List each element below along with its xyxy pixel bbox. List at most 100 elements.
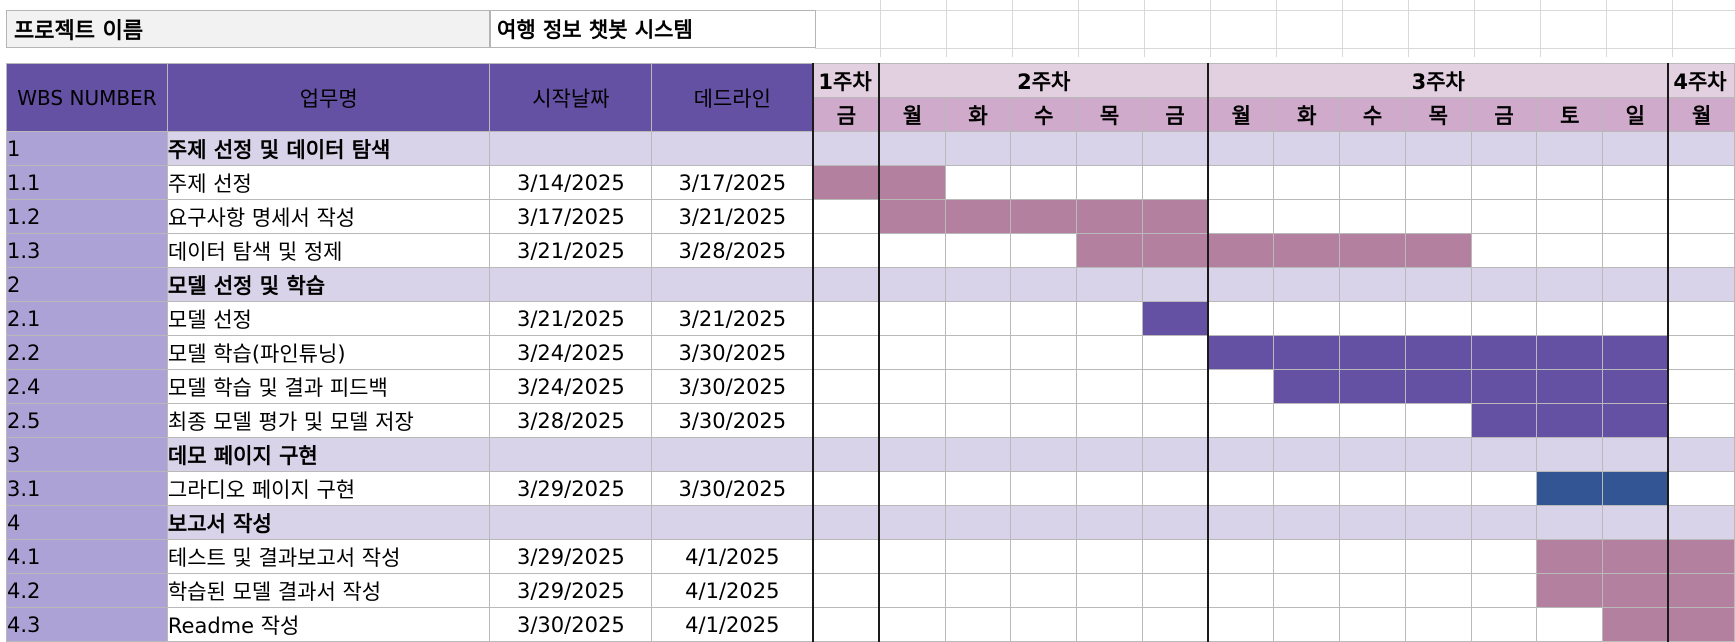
gantt-cell[interactable] [1536,165,1604,200]
gantt-cell[interactable] [878,267,946,302]
gantt-cell[interactable] [1273,573,1341,608]
task-name-cell[interactable]: 데이터 탐색 및 정제 [166,233,491,268]
gantt-cell[interactable] [878,403,946,438]
gantt-cell[interactable] [1141,607,1209,642]
gantt-cell[interactable] [1076,369,1143,404]
gantt-cell[interactable] [1404,437,1472,472]
deadline-cell[interactable]: 3/30/2025 [651,471,814,506]
gantt-cell[interactable] [1207,437,1275,472]
gantt-cell[interactable] [812,607,880,642]
wbs-number-cell[interactable]: 1.2 [6,199,168,234]
day-header[interactable]: 월 [1667,97,1735,132]
gantt-bar-cell[interactable] [1536,369,1604,404]
gantt-cell[interactable] [1536,131,1604,166]
gantt-bar-cell[interactable] [1339,335,1406,370]
task-name-cell[interactable]: 모델 선정 [166,301,491,336]
gantt-cell[interactable] [1010,607,1078,642]
gantt-bar-cell[interactable] [878,199,946,234]
gantt-cell[interactable] [944,471,1012,506]
task-name-cell[interactable]: 모델 학습(파인튜닝) [166,335,491,370]
gantt-cell[interactable] [1273,267,1341,302]
gantt-cell[interactable] [1404,301,1472,336]
gantt-bar-cell[interactable] [1273,369,1341,404]
gantt-cell[interactable] [1010,165,1078,200]
gantt-cell[interactable] [1404,199,1472,234]
gantt-bar-cell[interactable] [944,199,1012,234]
wbs-number-cell[interactable]: 2 [6,267,168,302]
gantt-bar-cell[interactable] [1076,199,1143,234]
gantt-bar-cell[interactable] [1470,335,1538,370]
gantt-bar-cell[interactable] [1141,199,1209,234]
project-name-cell[interactable]: 여행 정보 챗봇 시스템 [490,10,816,48]
gantt-cell[interactable] [1207,369,1275,404]
gantt-cell[interactable] [1667,369,1735,404]
day-header[interactable]: 월 [878,97,946,132]
gantt-cell[interactable] [1207,131,1275,166]
gantt-cell[interactable] [1404,131,1472,166]
gantt-cell[interactable] [812,539,880,574]
day-header[interactable]: 목 [1076,97,1143,132]
gantt-bar-cell[interactable] [1339,369,1406,404]
gantt-cell[interactable] [1667,471,1735,506]
gantt-cell[interactable] [1076,403,1143,438]
gantt-cell[interactable] [1076,505,1143,540]
wbs-number-cell[interactable]: 4.1 [6,539,168,574]
gantt-cell[interactable] [1207,165,1275,200]
gantt-bar-cell[interactable] [1602,471,1669,506]
gantt-cell[interactable] [1470,233,1538,268]
gantt-cell[interactable] [1207,403,1275,438]
gantt-cell[interactable] [1404,505,1472,540]
gantt-bar-cell[interactable] [1536,471,1604,506]
task-name-cell[interactable]: 테스트 및 결과보고서 작성 [166,539,491,574]
gantt-cell[interactable] [812,335,880,370]
gantt-cell[interactable] [1207,607,1275,642]
gantt-cell[interactable] [1536,199,1604,234]
gantt-cell[interactable] [1667,267,1735,302]
gantt-cell[interactable] [1207,573,1275,608]
deadline-cell[interactable]: 3/21/2025 [651,301,814,336]
gantt-cell[interactable] [1273,199,1341,234]
gantt-cell[interactable] [812,505,880,540]
gantt-cell[interactable] [944,369,1012,404]
gantt-cell[interactable] [812,437,880,472]
gantt-cell[interactable] [878,471,946,506]
gantt-cell[interactable] [1470,471,1538,506]
gantt-cell[interactable] [1404,403,1472,438]
gantt-cell[interactable] [1141,505,1209,540]
week-header-2[interactable]: 2주차 [878,63,1209,98]
gantt-bar-cell[interactable] [1207,335,1275,370]
task-name-cell[interactable]: 그라디오 페이지 구현 [166,471,491,506]
gantt-cell[interactable] [1339,471,1406,506]
gantt-cell[interactable] [1536,301,1604,336]
day-header[interactable]: 금 [1470,97,1538,132]
day-header[interactable]: 일 [1602,97,1669,132]
gantt-cell[interactable] [944,437,1012,472]
wbs-number-cell[interactable]: 4.2 [6,573,168,608]
gantt-cell[interactable] [1141,471,1209,506]
gantt-bar-cell[interactable] [1470,369,1538,404]
wbs-number-cell[interactable]: 3 [6,437,168,472]
week-header-4[interactable]: 4주차 [1667,63,1735,98]
gantt-bar-cell[interactable] [1273,233,1341,268]
gantt-cell[interactable] [1339,131,1406,166]
gantt-bar-cell[interactable] [1667,607,1735,642]
gantt-cell[interactable] [1667,165,1735,200]
gantt-cell[interactable] [1339,539,1406,574]
start-date-cell[interactable]: 3/14/2025 [489,165,653,200]
group-title-cell[interactable]: 보고서 작성 [166,505,491,540]
group-title-cell[interactable]: 모델 선정 및 학습 [166,267,491,302]
gantt-cell[interactable] [1273,301,1341,336]
start-date-cell[interactable]: 3/29/2025 [489,573,653,608]
start-date-cell[interactable]: 3/30/2025 [489,607,653,642]
gantt-bar-cell[interactable] [1141,301,1209,336]
gantt-cell[interactable] [1536,233,1604,268]
gantt-cell[interactable] [1141,573,1209,608]
gantt-cell[interactable] [1076,131,1143,166]
gantt-bar-cell[interactable] [812,165,880,200]
gantt-cell[interactable] [1010,131,1078,166]
gantt-cell[interactable] [1470,539,1538,574]
gantt-cell[interactable] [1076,437,1143,472]
gantt-cell[interactable] [1339,301,1406,336]
gantt-cell[interactable] [1536,505,1604,540]
gantt-cell[interactable] [1273,165,1341,200]
